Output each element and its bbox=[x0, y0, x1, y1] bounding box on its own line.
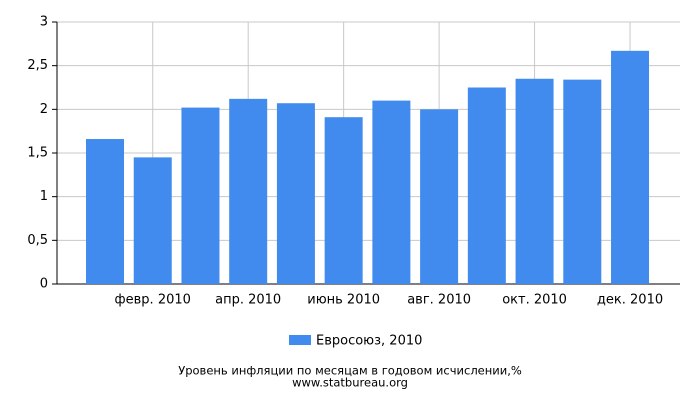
y-tick-label: 1 bbox=[40, 189, 48, 204]
y-tick-label: 0 bbox=[40, 277, 48, 292]
x-tick-label: февр. 2010 bbox=[115, 293, 191, 308]
x-tick-label: окт. 2010 bbox=[502, 293, 567, 308]
x-tick-label: июнь 2010 bbox=[307, 293, 380, 308]
bar bbox=[372, 100, 411, 284]
y-tick-label: 0,5 bbox=[27, 233, 48, 248]
y-tick-label: 2 bbox=[40, 102, 48, 117]
bar bbox=[133, 157, 172, 284]
bar bbox=[229, 98, 268, 284]
chart-caption: Уровень инфляции по месяцам в годовом ис… bbox=[178, 364, 522, 378]
y-tick-label: 1,5 bbox=[27, 146, 48, 161]
x-tick-label: апр. 2010 bbox=[215, 293, 281, 308]
bar bbox=[181, 107, 220, 284]
bar bbox=[611, 50, 650, 284]
y-tick-label: 3 bbox=[40, 15, 48, 30]
chart-source: www.statbureau.org bbox=[292, 376, 408, 390]
y-tick-label: 2,5 bbox=[27, 58, 48, 73]
bar bbox=[324, 117, 363, 285]
bar bbox=[467, 87, 506, 284]
x-tick-label: дек. 2010 bbox=[597, 293, 663, 308]
bar bbox=[515, 78, 554, 285]
legend-label: Евросоюз, 2010 bbox=[316, 334, 422, 349]
bar bbox=[86, 139, 124, 284]
legend-swatch bbox=[289, 335, 311, 345]
x-tick-label: авг. 2010 bbox=[407, 293, 471, 308]
bar bbox=[563, 79, 602, 284]
bar bbox=[276, 103, 315, 284]
bar bbox=[420, 109, 459, 284]
